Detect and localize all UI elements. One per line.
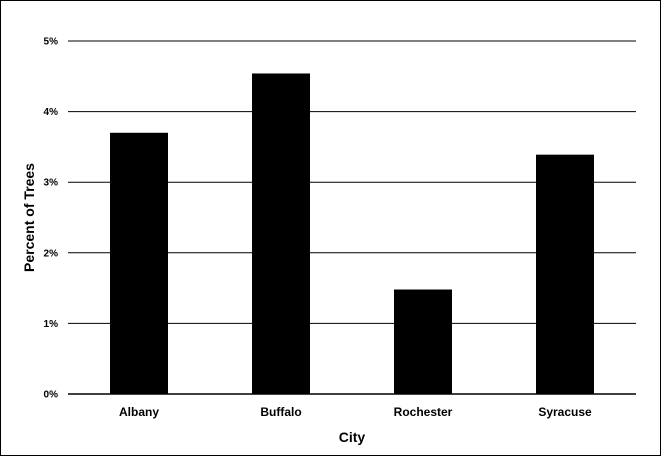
x-axis-title: City (339, 429, 366, 445)
y-tick-label: 2% (44, 248, 59, 259)
y-axis-title: Percent of Trees (21, 163, 37, 272)
x-tick-label: Syracuse (538, 405, 592, 419)
y-tick-label: 5% (44, 37, 59, 48)
bar-syracuse (536, 154, 594, 394)
x-tick-label: Albany (119, 405, 159, 419)
x-tick-label: Buffalo (260, 405, 301, 419)
y-tick-label: 1% (44, 319, 59, 330)
y-tick-label: 4% (44, 107, 59, 118)
bar-buffalo (252, 73, 310, 394)
y-tick-label: 0% (44, 390, 59, 401)
x-tick-label: Rochester (394, 405, 453, 419)
bar-rochester (394, 289, 452, 394)
y-tick-label: 3% (44, 178, 59, 189)
bar-albany (110, 132, 168, 394)
